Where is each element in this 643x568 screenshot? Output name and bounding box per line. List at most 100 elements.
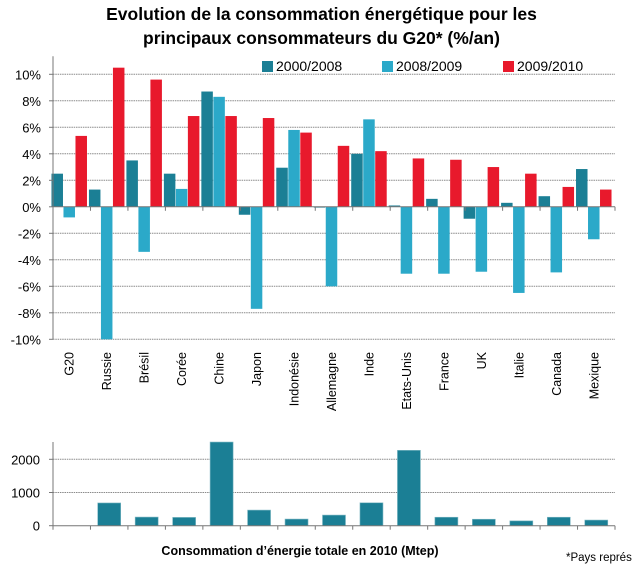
bar-2009-2010-russie: [112, 67, 125, 207]
bottom-chart-axes: [49, 442, 616, 530]
top-chart-y-tick-labels: -10% -8% -6% -4% -2% 0% 2% 4% 6% 8% 10%: [11, 67, 42, 347]
bottom-chart-title: Consommation d’énergie totale en 2010 (M…: [161, 544, 439, 558]
legend-item-2008-2009: 2008/2009: [382, 58, 462, 74]
bottom-bar-japon: [247, 509, 271, 527]
bar-2008-2009-coree: [175, 188, 188, 207]
x-tick-label-russie: Russie: [100, 352, 114, 390]
legend-label-2000-2008: 2000/2008: [276, 58, 343, 74]
x-tick-label-italie: Italie: [512, 352, 526, 378]
bar-2000-2008-coree: [163, 173, 176, 207]
bar-2000-2008-chine: [201, 91, 213, 207]
bar-2008-2009-uk: [475, 206, 488, 272]
bottom-bar-coree: [172, 517, 196, 527]
top-y-tick-label: 0%: [22, 200, 41, 215]
bottom-bar-italie: [509, 520, 534, 526]
bar-2000-2008-mexique: [576, 169, 588, 207]
x-tick-label-inde: Inde: [362, 352, 376, 376]
legend-swatch-2008-2009: [382, 61, 393, 72]
legend-label-2008-2009: 2008/2009: [396, 58, 463, 74]
x-tick-label-chine: Chine: [213, 352, 227, 385]
chart-title: Evolution de la consommation énergétique…: [0, 2, 643, 50]
x-tick-label-etats-unis: Etats-Unis: [400, 352, 414, 410]
bottom-bar-france: [434, 516, 459, 527]
bottom-bar-bresil: [134, 516, 159, 526]
legend-swatch-2009-2010: [503, 61, 514, 72]
top-y-tick-label: -6%: [18, 279, 42, 294]
chart-title-line-1: Evolution de la consommation énergétique…: [106, 4, 537, 24]
bottom-bar-canada: [546, 516, 571, 527]
legend-item-2009-2010: 2009/2010: [503, 58, 583, 74]
x-tick-label-uk: UK: [475, 351, 489, 369]
footnote: *Pays représ: [566, 552, 632, 564]
top-y-tick-label: 8%: [22, 94, 41, 109]
bar-2009-2010-indonesie: [300, 132, 312, 207]
bar-2000-2008-inde: [351, 153, 363, 207]
bar-2009-2010-bresil: [150, 79, 162, 207]
bottom-chart-bars: [97, 441, 609, 527]
bar-2008-2009-chine: [213, 96, 225, 207]
bottom-bar-etats-unis: [397, 450, 421, 526]
top-y-tick-label: -8%: [18, 306, 42, 321]
top-y-tick-label: 10%: [15, 67, 41, 82]
chart-title-line-2: principaux consommateurs du G20* (%/an): [143, 28, 500, 48]
bar-2009-2010-mexique: [600, 189, 612, 207]
x-tick-label-canada: Canada: [550, 352, 564, 396]
bar-2000-2008-uk: [463, 206, 476, 219]
bottom-bar-chine: [209, 441, 234, 527]
x-tick-label-france: France: [437, 352, 451, 391]
bar-2008-2009-canada: [550, 206, 563, 273]
x-tick-label-allemagne: Allemagne: [325, 352, 339, 411]
bar-2008-2009-russie: [100, 206, 113, 340]
bar-2009-2010-coree: [187, 116, 200, 207]
top-y-tick-label: 4%: [22, 147, 41, 162]
bar-2000-2008-france: [426, 198, 438, 207]
top-chart-bars: [51, 67, 612, 340]
top-y-tick-label: -4%: [18, 253, 42, 268]
bar-2008-2009-inde: [363, 119, 375, 207]
bottom-bar-inde: [359, 502, 384, 526]
x-tick-label-coree: Corée: [175, 352, 189, 386]
bottom-bar-indonesie: [284, 518, 309, 526]
bar-2000-2008-etats-unis: [388, 205, 401, 207]
bar-2009-2010-etats-unis: [412, 158, 425, 207]
bar-2008-2009-g20: [63, 206, 75, 218]
bottom-y-tick-label: 1000: [11, 486, 40, 501]
bar-2008-2009-japon: [250, 206, 263, 309]
top-chart-x-tick-labels: G20 Russie Brésil Corée Chine Japon Indonésie A…: [63, 351, 602, 411]
bar-2008-2009-france: [438, 206, 450, 274]
bar-2000-2008-russie: [88, 189, 101, 207]
bar-2000-2008-bresil: [126, 160, 138, 207]
bar-2008-2009-etats-unis: [400, 206, 413, 274]
bar-2009-2010-japon: [262, 118, 275, 207]
bar-2000-2008-italie: [501, 202, 513, 207]
bar-2000-2008-g20: [51, 173, 63, 207]
x-tick-label-japon: Japon: [250, 352, 264, 386]
top-y-tick-label: -2%: [18, 226, 42, 241]
top-y-tick-label: 2%: [22, 173, 41, 188]
bar-2009-2010-uk: [487, 167, 500, 207]
bar-2008-2009-italie: [513, 206, 525, 293]
bar-2009-2010-inde: [375, 151, 387, 207]
legend-label-2009-2010: 2009/2010: [517, 58, 584, 74]
bottom-chart-gridlines: [53, 458, 615, 493]
bar-2009-2010-france: [450, 159, 462, 207]
bar-2008-2009-bresil: [138, 206, 150, 252]
bar-2008-2009-allemagne: [325, 206, 338, 287]
bar-2000-2008-canada: [538, 196, 551, 207]
bar-2009-2010-canada: [562, 186, 575, 207]
x-tick-label-bresil: Brésil: [138, 352, 152, 383]
bar-2008-2009-indonesie: [288, 129, 300, 207]
bottom-y-tick-label: 0: [33, 519, 40, 534]
bar-2009-2010-chine: [225, 116, 237, 207]
bar-2000-2008-indonesie: [276, 167, 288, 207]
bottom-y-tick-label: 2000: [11, 452, 40, 467]
bottom-bar-uk: [472, 518, 496, 527]
bottom-bar-mexique: [584, 519, 609, 527]
top-y-tick-label: -10%: [11, 332, 42, 347]
legend-swatch-2000-2008: [262, 61, 273, 72]
bottom-bar-russie: [97, 502, 121, 527]
x-tick-label-g20: G20: [63, 352, 77, 376]
x-tick-label-indonesie: Indonésie: [288, 352, 302, 406]
bar-2009-2010-g20: [75, 135, 87, 207]
